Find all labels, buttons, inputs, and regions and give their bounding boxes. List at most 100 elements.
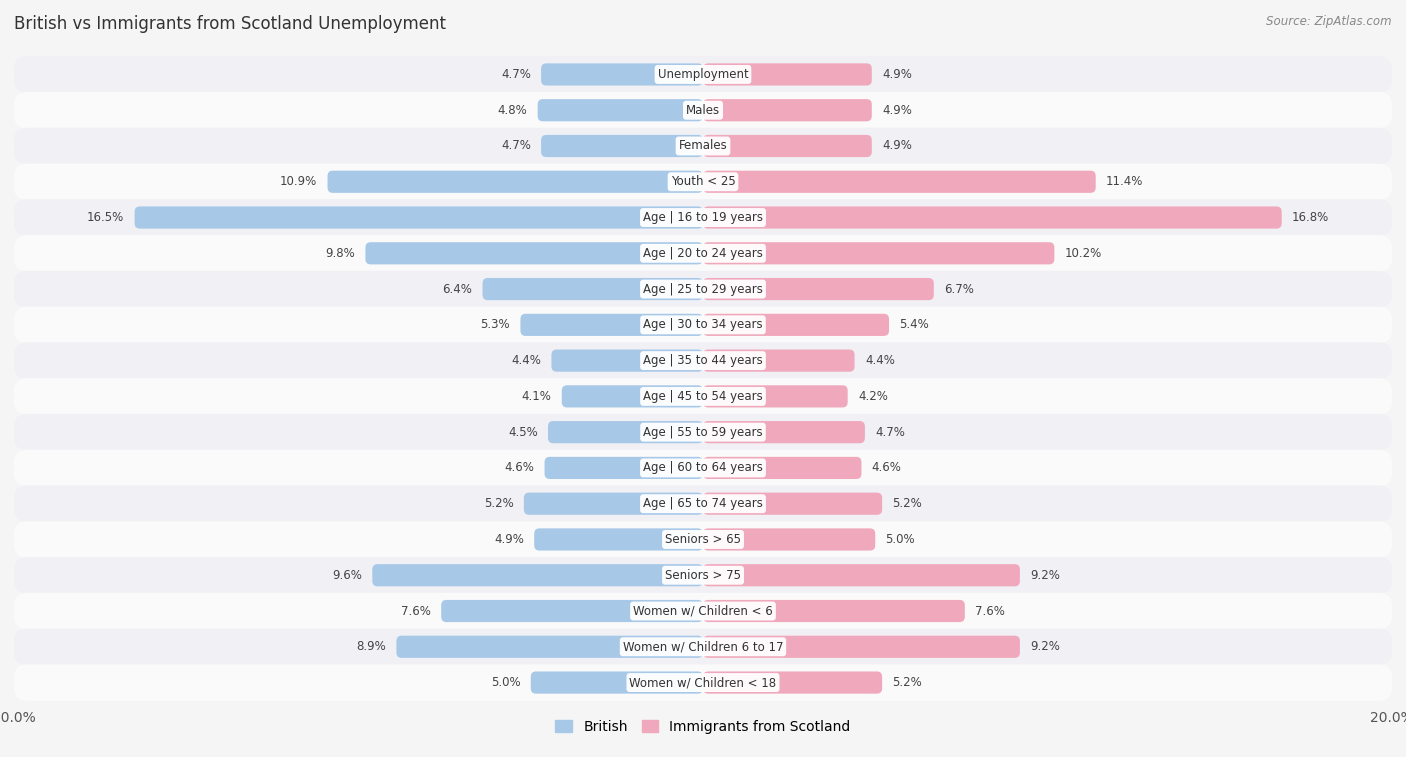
Text: 4.4%: 4.4% [512,354,541,367]
Text: 4.2%: 4.2% [858,390,887,403]
FancyBboxPatch shape [703,99,872,121]
Text: 4.5%: 4.5% [508,425,537,438]
Text: 4.7%: 4.7% [875,425,905,438]
FancyBboxPatch shape [703,170,1095,193]
FancyBboxPatch shape [14,199,1392,235]
Text: 4.9%: 4.9% [882,68,912,81]
Text: Age | 45 to 54 years: Age | 45 to 54 years [643,390,763,403]
FancyBboxPatch shape [520,313,703,336]
FancyBboxPatch shape [14,593,1392,629]
FancyBboxPatch shape [537,99,703,121]
FancyBboxPatch shape [703,313,889,336]
Text: 5.0%: 5.0% [491,676,520,689]
Text: 5.2%: 5.2% [484,497,513,510]
Text: Age | 20 to 24 years: Age | 20 to 24 years [643,247,763,260]
FancyBboxPatch shape [703,242,1054,264]
FancyBboxPatch shape [14,56,1392,92]
FancyBboxPatch shape [531,671,703,693]
FancyBboxPatch shape [441,600,703,622]
FancyBboxPatch shape [14,92,1392,129]
FancyBboxPatch shape [534,528,703,550]
Text: 5.4%: 5.4% [900,319,929,332]
Text: Unemployment: Unemployment [658,68,748,81]
Text: Age | 60 to 64 years: Age | 60 to 64 years [643,462,763,475]
Text: 4.7%: 4.7% [501,68,531,81]
FancyBboxPatch shape [703,528,875,550]
FancyBboxPatch shape [135,207,703,229]
Text: Women w/ Children < 18: Women w/ Children < 18 [630,676,776,689]
Text: 5.0%: 5.0% [886,533,915,546]
FancyBboxPatch shape [396,636,703,658]
FancyBboxPatch shape [14,307,1392,343]
FancyBboxPatch shape [703,385,848,407]
FancyBboxPatch shape [14,342,1392,378]
FancyBboxPatch shape [14,522,1392,558]
FancyBboxPatch shape [14,378,1392,415]
Text: British vs Immigrants from Scotland Unemployment: British vs Immigrants from Scotland Unem… [14,15,446,33]
Text: Women w/ Children 6 to 17: Women w/ Children 6 to 17 [623,640,783,653]
FancyBboxPatch shape [703,493,882,515]
Text: 5.2%: 5.2% [893,497,922,510]
FancyBboxPatch shape [14,450,1392,486]
Text: Age | 16 to 19 years: Age | 16 to 19 years [643,211,763,224]
FancyBboxPatch shape [366,242,703,264]
Text: 9.6%: 9.6% [332,569,361,581]
Text: 16.8%: 16.8% [1292,211,1329,224]
Text: Seniors > 75: Seniors > 75 [665,569,741,581]
FancyBboxPatch shape [703,135,872,157]
Text: Females: Females [679,139,727,152]
FancyBboxPatch shape [14,485,1392,522]
Legend: British, Immigrants from Scotland: British, Immigrants from Scotland [550,715,856,740]
FancyBboxPatch shape [482,278,703,301]
FancyBboxPatch shape [703,600,965,622]
Text: Source: ZipAtlas.com: Source: ZipAtlas.com [1267,15,1392,28]
Text: 4.9%: 4.9% [882,139,912,152]
Text: 6.4%: 6.4% [443,282,472,295]
Text: 6.7%: 6.7% [945,282,974,295]
Text: Age | 35 to 44 years: Age | 35 to 44 years [643,354,763,367]
FancyBboxPatch shape [14,128,1392,164]
FancyBboxPatch shape [541,64,703,86]
Text: 7.6%: 7.6% [976,605,1005,618]
Text: 10.9%: 10.9% [280,176,318,188]
FancyBboxPatch shape [14,557,1392,593]
FancyBboxPatch shape [703,564,1019,587]
FancyBboxPatch shape [703,636,1019,658]
Text: 4.6%: 4.6% [872,462,901,475]
Text: 16.5%: 16.5% [87,211,124,224]
Text: 4.4%: 4.4% [865,354,894,367]
Text: 8.9%: 8.9% [356,640,387,653]
FancyBboxPatch shape [703,350,855,372]
Text: Age | 30 to 34 years: Age | 30 to 34 years [643,319,763,332]
Text: Age | 25 to 29 years: Age | 25 to 29 years [643,282,763,295]
FancyBboxPatch shape [703,207,1282,229]
FancyBboxPatch shape [14,271,1392,307]
Text: 7.6%: 7.6% [401,605,430,618]
FancyBboxPatch shape [703,421,865,444]
FancyBboxPatch shape [328,170,703,193]
Text: 10.2%: 10.2% [1064,247,1102,260]
Text: Seniors > 65: Seniors > 65 [665,533,741,546]
Text: 4.6%: 4.6% [505,462,534,475]
Text: 4.9%: 4.9% [882,104,912,117]
FancyBboxPatch shape [14,414,1392,450]
FancyBboxPatch shape [703,456,862,479]
FancyBboxPatch shape [14,665,1392,701]
FancyBboxPatch shape [703,64,872,86]
Text: 9.8%: 9.8% [325,247,356,260]
FancyBboxPatch shape [703,671,882,693]
Text: Age | 55 to 59 years: Age | 55 to 59 years [643,425,763,438]
Text: 4.8%: 4.8% [498,104,527,117]
Text: Women w/ Children < 6: Women w/ Children < 6 [633,605,773,618]
Text: 5.2%: 5.2% [893,676,922,689]
FancyBboxPatch shape [14,628,1392,665]
FancyBboxPatch shape [14,235,1392,272]
Text: Males: Males [686,104,720,117]
Text: 11.4%: 11.4% [1107,176,1143,188]
Text: 5.3%: 5.3% [481,319,510,332]
FancyBboxPatch shape [544,456,703,479]
Text: 4.9%: 4.9% [494,533,524,546]
FancyBboxPatch shape [541,135,703,157]
FancyBboxPatch shape [524,493,703,515]
FancyBboxPatch shape [14,164,1392,200]
